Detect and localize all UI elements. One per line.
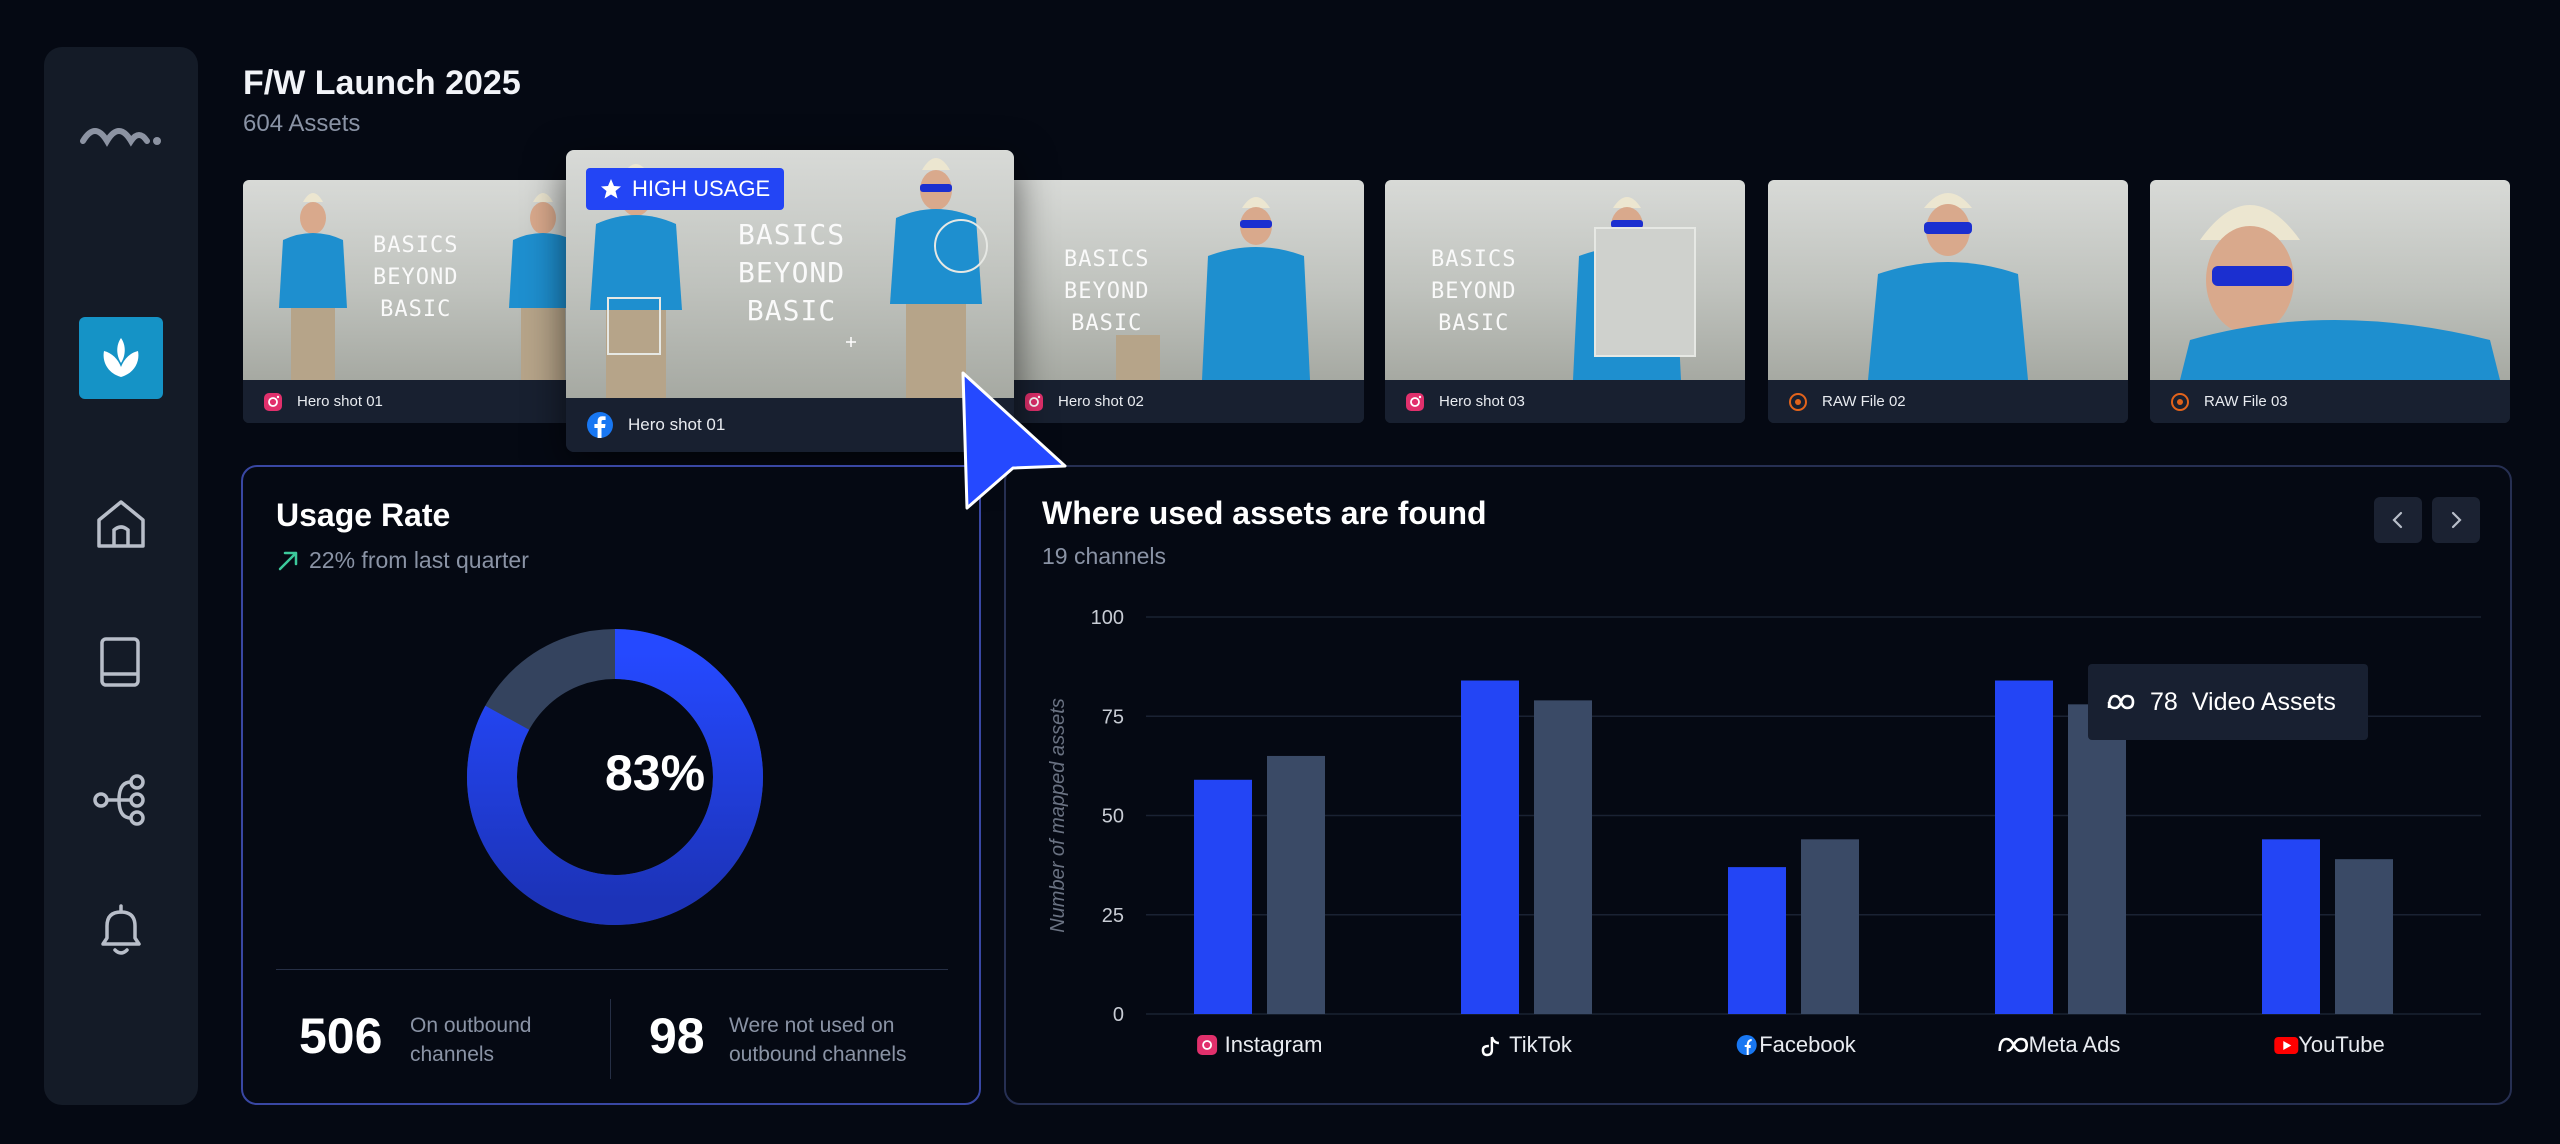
asset-count: 604 Assets bbox=[243, 110, 361, 137]
asset-card[interactable]: RAW File 03 bbox=[2150, 180, 2510, 423]
not-used-count: 98 bbox=[649, 1008, 705, 1064]
bar bbox=[2068, 704, 2126, 1014]
sidebar bbox=[44, 47, 198, 1105]
chevron-right-icon bbox=[2451, 511, 2462, 529]
asset-name: Hero shot 01 bbox=[628, 415, 726, 434]
bar bbox=[1194, 779, 1252, 1014]
asset-thumbnail: BASICS BEYOND BASIC bbox=[1385, 180, 1745, 380]
instagram-icon bbox=[1405, 392, 1425, 412]
asset-footer: Hero shot 03 bbox=[1385, 380, 1745, 423]
asset-card[interactable]: BASICS BEYOND BASIC Hero shot 01 bbox=[243, 180, 603, 423]
divider bbox=[610, 999, 611, 1079]
bar bbox=[1267, 755, 1325, 1014]
instagram-icon bbox=[1197, 1035, 1218, 1055]
usage-percent: 83% bbox=[604, 745, 706, 801]
x-tick-label: Facebook bbox=[1759, 1032, 1857, 1057]
asset-thumbnail bbox=[2150, 180, 2510, 380]
thumbnail-text: BASICS BEYOND BASIC bbox=[1431, 247, 1517, 336]
tooltip-label: Video Assets bbox=[2191, 687, 2336, 716]
asset-name: Hero shot 02 bbox=[1058, 393, 1144, 410]
meta-icon bbox=[2107, 694, 2135, 710]
thumbnail-text: BASICS BEYOND BASIC bbox=[373, 233, 459, 322]
asset-footer: Hero shot 02 bbox=[1004, 380, 1364, 423]
asset-card[interactable]: BASICS BEYOND BASIC Hero shot 03 bbox=[1385, 180, 1745, 423]
youtube-icon-play bbox=[2283, 1041, 2292, 1050]
x-tick-label: Meta Ads bbox=[2029, 1032, 2121, 1057]
bar bbox=[1461, 680, 1519, 1014]
app-logo bbox=[80, 128, 161, 147]
tooltip-value: 78 bbox=[2150, 687, 2178, 716]
asset-name: Hero shot 01 bbox=[297, 393, 383, 410]
x-tick-label: Instagram bbox=[1225, 1032, 1323, 1057]
asset-thumbnail: BASICS BEYOND BASIC bbox=[243, 180, 603, 380]
badge-label: HIGH USAGE bbox=[632, 176, 771, 201]
book-icon[interactable] bbox=[91, 632, 151, 692]
x-tick-label: YouTube bbox=[2298, 1032, 2384, 1057]
usage-rate-title: Usage Rate bbox=[276, 497, 451, 533]
asset-name: RAW File 03 bbox=[2204, 393, 2288, 410]
asset-name: Hero shot 03 bbox=[1439, 393, 1525, 410]
thumbnail-text: BASICS BEYOND BASIC bbox=[738, 218, 846, 327]
instagram-icon bbox=[1024, 392, 1044, 412]
bar bbox=[1534, 700, 1592, 1014]
chart-tooltip: 78 Video Assets bbox=[2088, 664, 2368, 740]
high-usage-badge: HIGH USAGE bbox=[586, 168, 785, 210]
asset-name: RAW File 02 bbox=[1822, 393, 1906, 410]
featured-asset-card[interactable]: HIGH USAGE BASICS BEYOND BASIC Her bbox=[566, 150, 1014, 452]
facebook-icon-f bbox=[1744, 1039, 1752, 1055]
workspace-logo[interactable] bbox=[79, 317, 163, 399]
asset-footer: Hero shot 01 bbox=[566, 398, 1014, 452]
star-icon bbox=[601, 179, 621, 199]
divider bbox=[276, 969, 948, 970]
home-icon[interactable] bbox=[91, 494, 151, 554]
usage-rate-panel: Usage Rate 22% from last quarter 83% 506… bbox=[241, 465, 981, 1105]
thumbnail-text: BASICS BEYOND BASIC bbox=[1064, 247, 1150, 336]
raw-file-icon bbox=[2170, 392, 2190, 412]
asset-thumbnail: BASICS BEYOND BASIC bbox=[1004, 180, 1364, 380]
donut-used-arc bbox=[467, 629, 763, 925]
not-used-label: Were not used on outbound channels bbox=[729, 1014, 907, 1066]
instagram-icon-lens bbox=[1202, 1040, 1213, 1050]
asset-footer: Hero shot 01 bbox=[243, 380, 603, 423]
cursor-pointer-icon bbox=[961, 371, 1067, 510]
chevron-left-icon bbox=[2392, 511, 2403, 529]
outbound-count: 506 bbox=[299, 1008, 383, 1064]
prev-button[interactable] bbox=[2374, 497, 2422, 543]
asset-footer: RAW File 02 bbox=[1768, 380, 2128, 423]
bell-icon[interactable] bbox=[91, 902, 151, 962]
y-tick-label: 100 bbox=[1091, 607, 1124, 629]
channels-panel: Where used assets are found 19 channels … bbox=[1004, 465, 2512, 1105]
next-button[interactable] bbox=[2432, 497, 2480, 543]
meta-icon bbox=[1998, 1037, 2029, 1053]
channels-title: Where used assets are found bbox=[1042, 495, 1487, 531]
bar bbox=[1995, 680, 2053, 1014]
bar bbox=[2335, 859, 2393, 1014]
network-icon[interactable] bbox=[91, 770, 151, 830]
asset-card[interactable]: BASICS BEYOND BASIC Hero shot 02 bbox=[1004, 180, 1364, 423]
bar bbox=[1801, 839, 1859, 1014]
bar bbox=[1728, 867, 1786, 1014]
channel-count: 19 channels bbox=[1042, 543, 1167, 569]
y-axis-label: Number of mapped assets bbox=[1047, 698, 1069, 933]
y-tick-label: 75 bbox=[1102, 706, 1124, 728]
outbound-label: On outbound channels bbox=[410, 1014, 532, 1066]
facebook-icon bbox=[586, 411, 614, 439]
usage-donut-chart bbox=[467, 629, 763, 925]
usage-trend: 22% from last quarter bbox=[309, 547, 529, 573]
bar bbox=[2262, 839, 2320, 1014]
channels-bar-chart: 0 25 50 75 100 Number of mapped assets Instagr… bbox=[1047, 607, 2481, 1057]
y-tick-label: 25 bbox=[1102, 905, 1124, 927]
x-tick-label: TikTok bbox=[1509, 1032, 1573, 1057]
raw-file-icon bbox=[1788, 392, 1808, 412]
asset-footer: RAW File 03 bbox=[2150, 380, 2510, 423]
y-tick-label: 0 bbox=[1113, 1004, 1124, 1026]
y-tick-label: 50 bbox=[1102, 806, 1124, 828]
asset-card[interactable]: RAW File 02 bbox=[1768, 180, 2128, 423]
tiktok-icon bbox=[1481, 1036, 1499, 1057]
trend-up-icon bbox=[278, 551, 298, 571]
page-title: F/W Launch 2025 bbox=[243, 64, 521, 102]
instagram-icon bbox=[263, 392, 283, 412]
asset-thumbnail bbox=[1768, 180, 2128, 380]
